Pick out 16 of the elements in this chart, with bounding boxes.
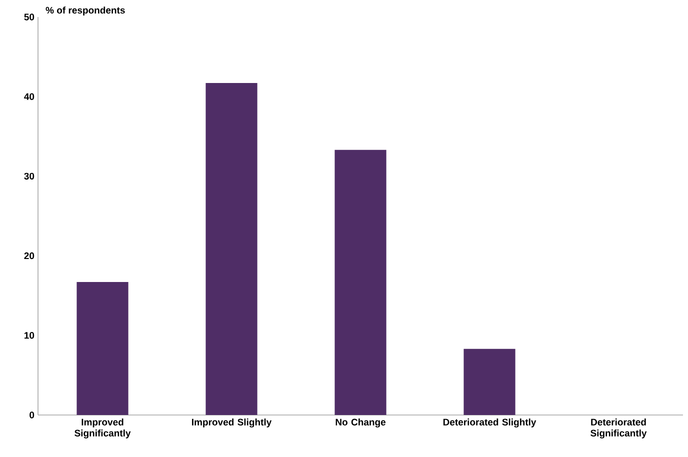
x-tick-label: No Change <box>336 418 386 428</box>
x-tick-label: Improved Slightly <box>192 418 272 428</box>
x-tick-label: Deteriorated Significantly <box>590 418 647 438</box>
bar <box>464 348 516 415</box>
bar <box>334 150 386 415</box>
x-tick-label: Deteriorated Slightly <box>443 418 536 428</box>
y-tick-label: 50 <box>24 14 34 20</box>
bar <box>206 83 258 415</box>
y-tick-label: 10 <box>24 332 34 339</box>
x-tick-label: Improved Significantly <box>74 418 131 438</box>
y-tick-label: 20 <box>24 252 34 260</box>
y-tick-label: 30 <box>24 172 34 180</box>
y-tick-label: 0 <box>30 412 34 418</box>
y-tick-label: 40 <box>24 93 34 100</box>
y-axis-title: % of respondents <box>46 6 125 16</box>
bar <box>76 282 128 415</box>
